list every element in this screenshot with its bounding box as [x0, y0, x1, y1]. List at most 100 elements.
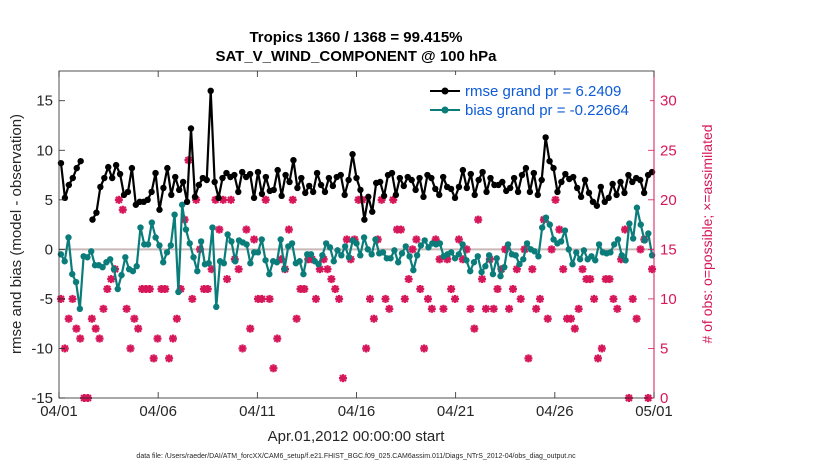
bias-point [497, 272, 504, 280]
bias-point [629, 235, 637, 242]
bias-point [561, 227, 569, 234]
rmse-point [294, 184, 301, 192]
obs-assimilated-marker [559, 265, 568, 274]
obs-assimilated-marker [265, 294, 274, 303]
rmse-point [609, 180, 616, 188]
rmse-point [467, 170, 474, 178]
rmse-point [380, 192, 388, 200]
bias-point [288, 240, 296, 247]
obs-assimilated-marker [578, 265, 587, 274]
bias-point [281, 265, 288, 273]
bias-point [319, 252, 326, 259]
obs-assimilated-marker [234, 265, 243, 274]
obs-assimilated-marker [532, 304, 541, 313]
rmse-point [550, 164, 557, 172]
obs-assimilated-marker [593, 354, 602, 363]
obs-assimilated-marker [99, 304, 108, 313]
obs-assimilated-marker [327, 275, 336, 284]
legend-rmse-label: rmse grand pr = 6.2409 [465, 83, 621, 100]
obs-assimilated-marker [72, 324, 81, 333]
bias-point [485, 252, 493, 259]
bias-point [330, 258, 337, 265]
legend: rmse grand pr = 6.2409 bias grand pr = -… [414, 75, 650, 120]
y-right-tick-label: 5 [660, 340, 668, 357]
rmse-point [514, 188, 522, 196]
obs-assimilated-marker [551, 195, 560, 204]
bias-point [576, 256, 584, 263]
bias-point [106, 256, 114, 263]
rmse-point [625, 171, 632, 179]
bias-point [618, 252, 625, 259]
rmse-point [558, 178, 565, 186]
rmse-point [298, 174, 305, 182]
bias-point [588, 253, 595, 260]
rmse-point [546, 157, 553, 165]
rmse-point [479, 168, 486, 176]
rmse-point [254, 168, 262, 176]
rmse-point [534, 191, 541, 199]
rmse-point [629, 178, 636, 186]
bias-point [334, 247, 341, 254]
bias-point [228, 238, 235, 245]
bias-point [110, 265, 118, 273]
bias-point [144, 241, 152, 248]
obs-assimilated-marker [420, 344, 429, 353]
obs-assimilated-marker [257, 294, 266, 303]
obs-assimilated-marker [493, 285, 502, 293]
bias-point [406, 253, 413, 260]
bias-point [118, 271, 125, 279]
obs-assimilated-marker [342, 235, 351, 244]
obs-assimilated-marker [284, 225, 293, 234]
y-right-tick-label: 0 [660, 390, 668, 407]
y-tick-label: 0 [45, 241, 53, 258]
bias-point [220, 260, 228, 267]
rmse-point [483, 188, 490, 196]
bias-point [357, 252, 364, 259]
legend-rmse-marker [441, 87, 449, 95]
bias-point [436, 240, 444, 247]
obs-assimilated-marker [574, 304, 583, 313]
x-tick-label: 05/01 [635, 403, 673, 420]
obs-assimilated-marker [161, 285, 170, 293]
bias-point [194, 267, 201, 275]
bias-point [595, 241, 603, 248]
obs-assimilated-marker [478, 275, 487, 284]
obs-assimilated-marker [172, 314, 181, 323]
rmse-point [428, 174, 435, 182]
bias-point [539, 224, 546, 231]
rmse-point [262, 173, 270, 181]
bias-point [557, 238, 565, 245]
bias-point [614, 236, 622, 243]
obs-assimilated-marker [362, 344, 371, 353]
rmse-point [73, 164, 80, 172]
x-tick-label: 04/11 [239, 403, 275, 420]
obs-assimilated-marker [203, 285, 212, 293]
bias-point [122, 254, 129, 261]
bias-point [368, 251, 375, 258]
obs-assimilated-marker [288, 195, 297, 204]
obs-assimilated-marker [95, 334, 104, 343]
bias-point [232, 258, 239, 265]
bias-point [455, 251, 463, 258]
rmse-point [487, 174, 494, 182]
y-tick-label: 10 [36, 142, 53, 159]
obs-assimilated-marker [543, 314, 552, 323]
obs-assimilated-marker [586, 275, 595, 284]
rmse-point [108, 174, 116, 182]
y-right-tick-label: 15 [660, 241, 677, 258]
rmse-point [116, 170, 124, 178]
chart-title: Tropics 1360 / 1368 = 99.415% [249, 29, 462, 46]
obs-assimilated-marker [474, 215, 483, 224]
rmse-point [585, 189, 593, 197]
obs-assimilated-marker [632, 314, 641, 323]
bias-point [205, 260, 212, 267]
obs-assimilated-marker [238, 344, 247, 353]
rmse-point [239, 168, 246, 176]
rmse-point [593, 202, 601, 209]
bias-point [535, 253, 542, 260]
bias-point [402, 243, 409, 250]
bias-point [531, 248, 538, 255]
bias-point [565, 246, 572, 253]
obs-assimilated-marker [126, 344, 135, 353]
